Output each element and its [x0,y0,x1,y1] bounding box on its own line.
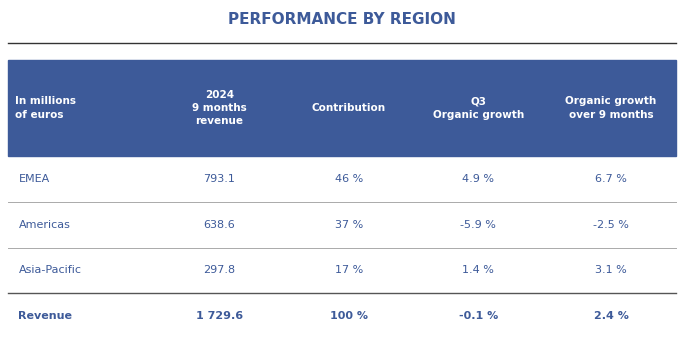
Text: 2024
9 months
revenue: 2024 9 months revenue [192,90,247,126]
Text: -5.9 %: -5.9 % [460,220,496,230]
Text: 793.1: 793.1 [203,174,235,184]
Text: 46 %: 46 % [334,174,363,184]
Text: 37 %: 37 % [334,220,363,230]
Bar [8,60,676,156]
Text: Americas: Americas [18,220,70,230]
Text: 297.8: 297.8 [203,265,235,275]
Text: 100 %: 100 % [330,311,368,321]
Text: EMEA: EMEA [18,174,50,184]
Text: Q3
Organic growth: Q3 Organic growth [432,96,524,120]
Text: 4.9 %: 4.9 % [462,174,495,184]
Text: -0.1 %: -0.1 % [458,311,498,321]
Text: Revenue: Revenue [18,311,73,321]
Text: Asia-Pacific: Asia-Pacific [18,265,81,275]
Text: -2.5 %: -2.5 % [593,220,629,230]
Text: 638.6: 638.6 [204,220,235,230]
Text: 17 %: 17 % [334,265,363,275]
Text: 1 729.6: 1 729.6 [196,311,243,321]
Text: In millions
of euros: In millions of euros [15,96,76,120]
Text: 6.7 %: 6.7 % [595,174,627,184]
Text: Contribution: Contribution [312,103,386,113]
Text: 2.4 %: 2.4 % [594,311,629,321]
Text: 3.1 %: 3.1 % [595,265,627,275]
Text: Organic growth
over 9 months: Organic growth over 9 months [566,96,657,120]
Text: 1.4 %: 1.4 % [462,265,494,275]
Text: PERFORMANCE BY REGION: PERFORMANCE BY REGION [228,12,456,27]
